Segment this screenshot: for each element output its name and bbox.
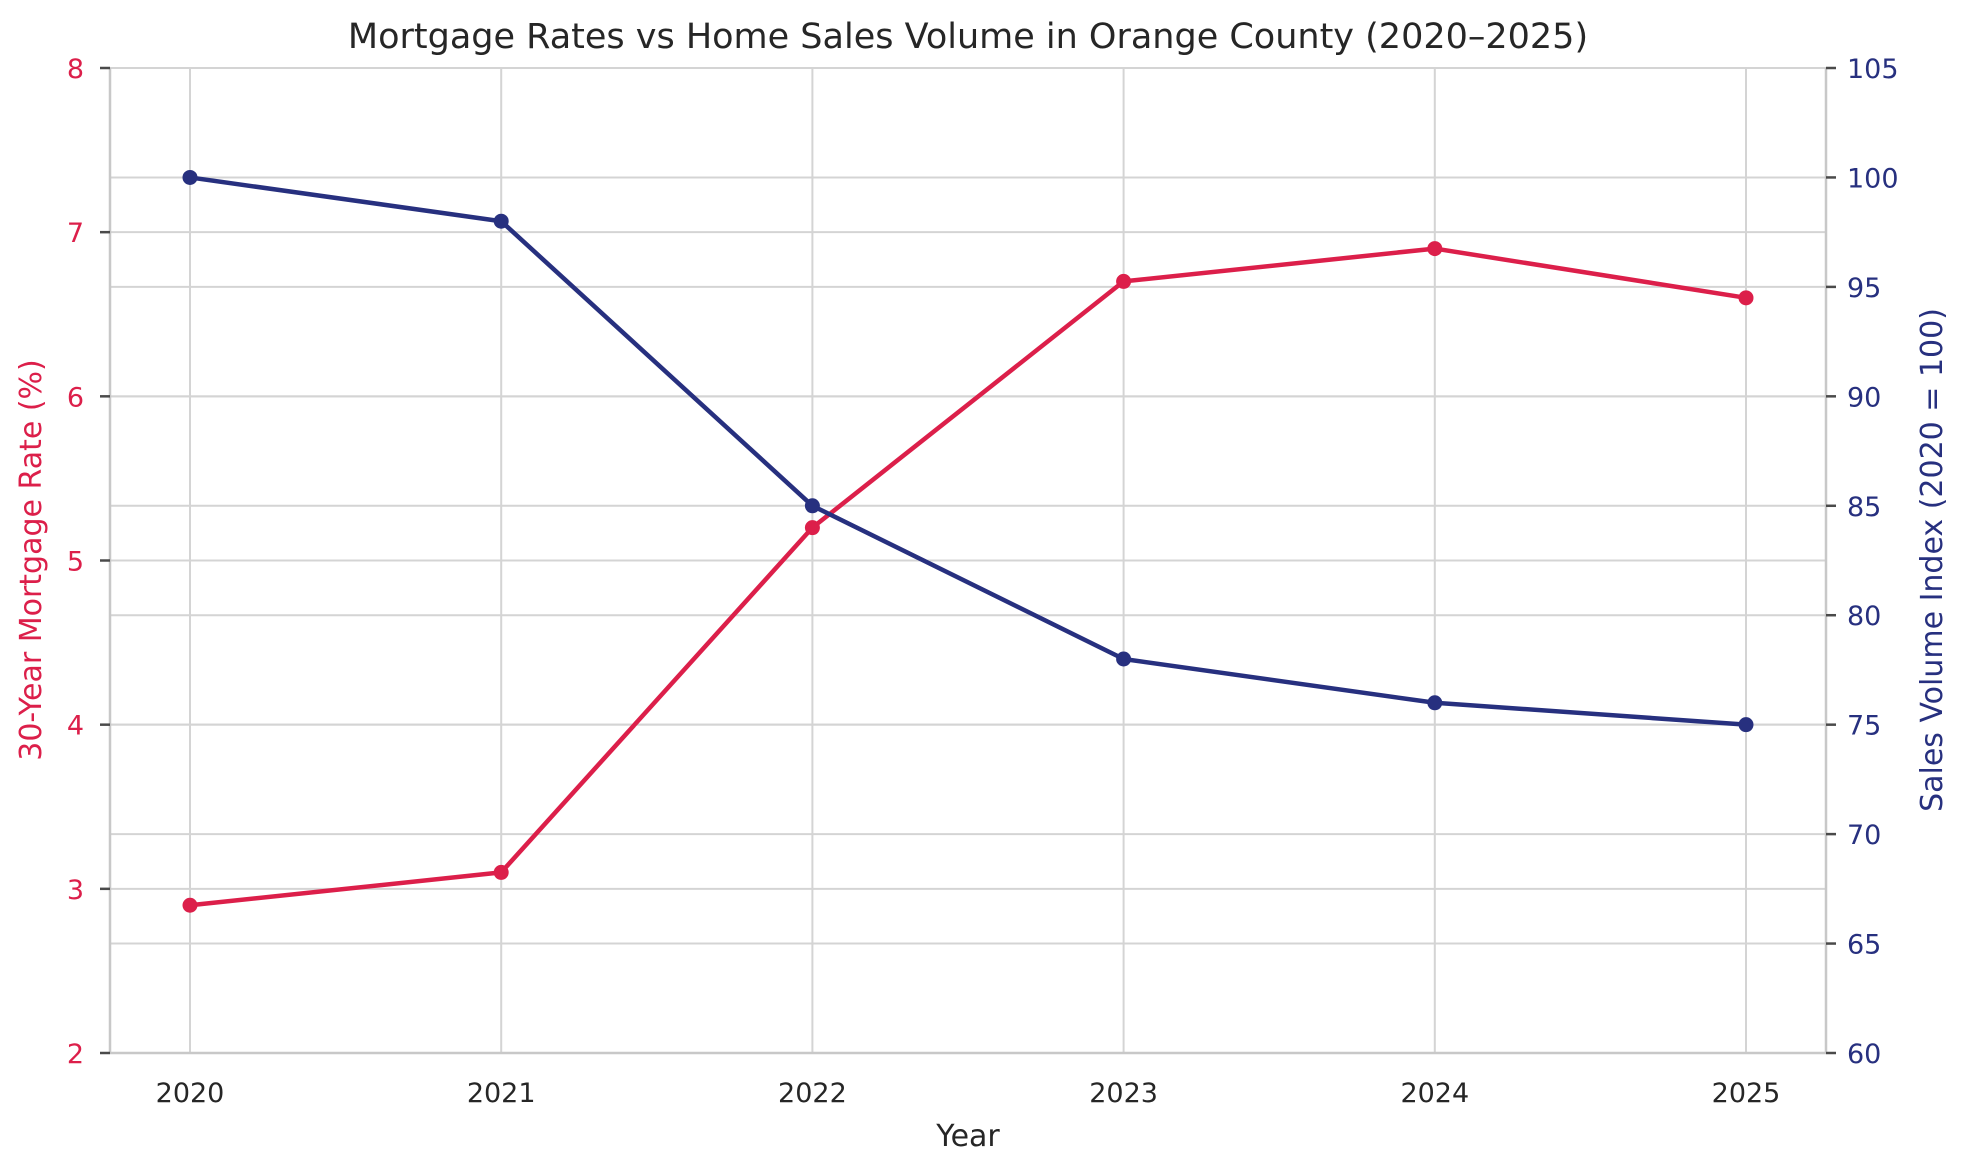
left-gridlines: [110, 67, 1826, 1054]
right-tick-label-60: 60: [1847, 1039, 1881, 1070]
right-tick-label-70: 70: [1847, 820, 1881, 851]
right-tick-label-65: 65: [1847, 930, 1881, 961]
data-point-s2-2023: [1116, 651, 1132, 667]
left-tick-label-3: 3: [67, 875, 84, 906]
series-line-2: [187, 175, 1749, 727]
data-point-s1-2025: [1738, 290, 1754, 306]
x-axis-label: Year: [935, 1119, 1000, 1154]
data-point-s2-2021: [493, 213, 509, 229]
data-point-s2-2020: [182, 169, 198, 185]
left-tick-label-8: 8: [67, 54, 84, 85]
x-tick-label-2022: 2022: [778, 1078, 847, 1109]
series-layer: [182, 169, 1754, 913]
right-tick-label-80: 80: [1847, 601, 1881, 632]
x-tick-label-2020: 2020: [156, 1078, 225, 1109]
data-point-s2-2022: [804, 498, 820, 514]
right-tick-label-90: 90: [1847, 382, 1881, 413]
data-point-s1-2021: [493, 864, 509, 880]
right-y-axis: 60 65 70 75 80 85 90 95 100 105: [1826, 54, 1899, 1070]
x-tick-label-2025: 2025: [1712, 1078, 1781, 1109]
data-point-s1-2024: [1427, 241, 1443, 257]
y-axis-left-label: 30-Year Mortgage Rate (%): [14, 359, 49, 761]
data-point-s2-2025: [1738, 717, 1754, 733]
chart-title: Mortgage Rates vs Home Sales Volume in O…: [348, 17, 1588, 57]
y-axis-right-label: Sales Volume Index (2020 = 100): [1915, 308, 1950, 812]
right-tick-label-95: 95: [1847, 273, 1881, 304]
left-tick-label-4: 4: [67, 711, 84, 742]
series-2: [182, 169, 1754, 733]
left-y-axis: 2 3 4 5 6 7 8: [67, 54, 110, 1070]
left-tick-label-7: 7: [67, 218, 84, 249]
left-tick-label-5: 5: [67, 547, 84, 578]
right-tick-label-105: 105: [1847, 54, 1899, 85]
data-point-s1-2022: [804, 520, 820, 536]
x-tick-label-2023: 2023: [1089, 1078, 1158, 1109]
series-line-1: [187, 246, 1749, 908]
data-point-s1-2020: [182, 897, 198, 913]
data-point-s1-2023: [1116, 273, 1132, 289]
x-tick-label-2021: 2021: [467, 1078, 536, 1109]
series-1: [182, 241, 1754, 913]
x-gridlines: [189, 68, 1747, 1053]
left-tick-label-6: 6: [67, 382, 84, 413]
x-tick-label-2024: 2024: [1400, 1078, 1469, 1109]
data-point-s2-2024: [1427, 695, 1443, 711]
left-tick-label-2: 2: [67, 1039, 84, 1070]
right-gridlines: [110, 67, 1826, 1054]
right-tick-label-75: 75: [1847, 711, 1881, 742]
right-tick-label-85: 85: [1847, 492, 1881, 523]
right-tick-label-100: 100: [1847, 163, 1899, 194]
x-axis: 2020 2021 2022 2023 2024 2025: [156, 1078, 1781, 1109]
